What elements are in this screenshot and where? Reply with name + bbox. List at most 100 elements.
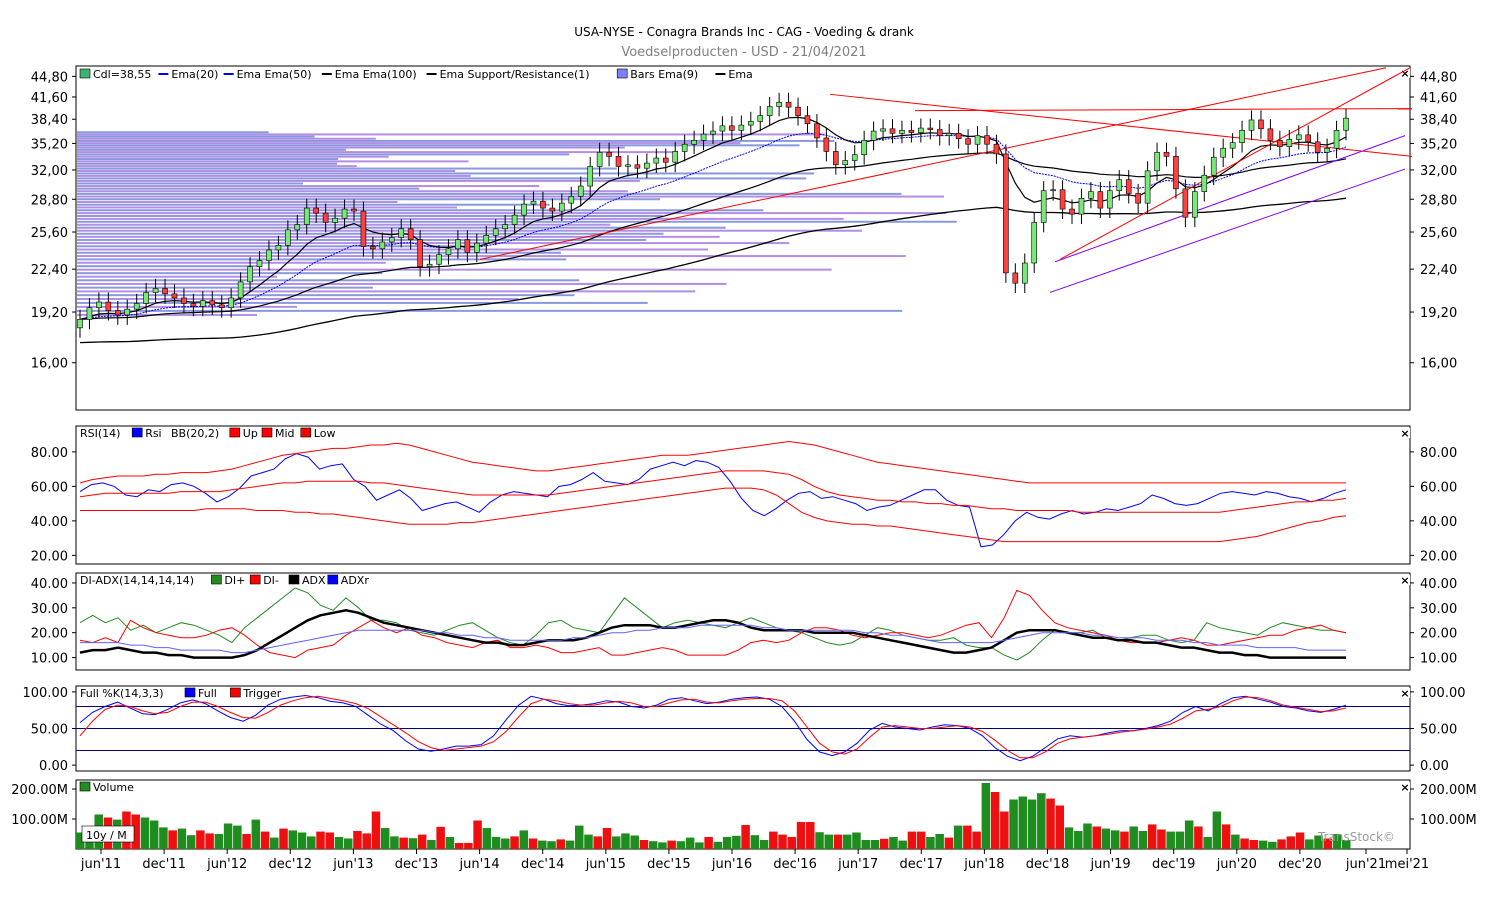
volume-bar (1046, 798, 1055, 849)
candle-body (719, 125, 726, 132)
x-axis-label: dec'18 (1026, 857, 1070, 872)
stoch-legend-swatch (230, 687, 241, 698)
candle-body (1069, 208, 1075, 215)
volume-bar (1332, 834, 1342, 849)
volume-bar (1203, 837, 1212, 849)
candle-body (313, 207, 319, 214)
volume-at-price-bar (77, 242, 790, 245)
volume-at-price-bar (77, 187, 420, 190)
candle-body (984, 135, 990, 145)
volume-bar (251, 819, 261, 849)
candle-body (993, 143, 1000, 155)
volume-bar (806, 822, 815, 849)
volume-bar (501, 838, 510, 849)
candle-body (209, 300, 216, 306)
volume-bar (1342, 840, 1351, 849)
volume-bar (658, 842, 667, 849)
volume-bar (778, 834, 787, 849)
volume-at-price-bar (77, 229, 862, 232)
volume-at-price-bar (77, 261, 386, 264)
candle-body (398, 228, 405, 238)
volume-bar (519, 830, 529, 849)
candle-body (379, 241, 386, 250)
rsi-legend-label: Up (243, 427, 258, 440)
x-axis-label: jun'13 (332, 857, 373, 872)
candle-body (559, 202, 565, 212)
volume-bar (1305, 839, 1314, 849)
rsi-legend-label: BB(20,2) (171, 427, 219, 440)
resistance-line (914, 108, 1413, 112)
candle-body (407, 228, 414, 241)
volume-bar (926, 837, 935, 849)
price-legend-label: Ema Support/Resistance(1) (440, 68, 590, 81)
ema-100-line (79, 197, 1347, 344)
candle-body (228, 297, 234, 309)
x-axis-label: jun'17 (837, 857, 878, 872)
volume-bar (963, 825, 972, 849)
rsi-legend-swatch (300, 427, 312, 438)
stoch-legend-label: Full %K(14,3,3) (80, 687, 164, 700)
volume-at-price-bar (77, 279, 580, 282)
candle-body (870, 130, 877, 141)
volume-bar (454, 843, 464, 849)
candle-body (1201, 174, 1208, 192)
adx-ytick-right-label: 30.00 (1420, 602, 1457, 617)
candle-body (1107, 190, 1113, 209)
candle-body (936, 129, 943, 136)
volume-bar (1055, 805, 1065, 849)
volume-bar (233, 825, 242, 849)
candle-body (738, 124, 745, 131)
candle-body (1239, 130, 1245, 143)
candle-body (1192, 191, 1198, 218)
candle-body (388, 237, 395, 243)
period-tag-box (81, 825, 135, 843)
rsi-legend-swatch (131, 427, 143, 438)
volume-bar (85, 837, 94, 849)
candle-body (200, 300, 206, 307)
candle-body (1267, 128, 1274, 141)
candle-body (1210, 156, 1217, 176)
stoch-close-box (1400, 688, 1410, 698)
candle-body (351, 208, 357, 212)
price-ytick-right-label: 32,00 (1420, 164, 1457, 179)
volume-at-price-bar (77, 158, 339, 161)
volume-bar (1231, 834, 1240, 849)
candle-body (568, 196, 575, 204)
candle-body (332, 217, 338, 223)
candle-body (634, 164, 641, 169)
price-ytick-right-label: 25,60 (1420, 226, 1457, 241)
volume-bar (639, 840, 649, 849)
volume-bar (1277, 839, 1286, 849)
volume-bar (1240, 838, 1249, 849)
candle-body (596, 151, 603, 167)
volume-bar (879, 838, 889, 849)
rsi-ytick-left-label: 40.00 (31, 515, 68, 530)
volume-bar (131, 814, 140, 849)
candle-body (341, 208, 348, 219)
rsi-ytick-right-label: 60.00 (1420, 480, 1457, 495)
volume-bar (1083, 823, 1092, 849)
candle-body (1314, 141, 1321, 153)
candle-body (1277, 139, 1283, 147)
volume-at-price-bar (77, 217, 844, 220)
price-ytick-left-label: 38,40 (31, 113, 68, 128)
volume-ytick-left-label: 200.00M (11, 783, 68, 798)
volume-at-price-bar (77, 309, 903, 312)
rsi-ytick-right-label: 40.00 (1420, 515, 1457, 530)
volume-bar (1166, 831, 1175, 849)
candle-body (1097, 191, 1104, 209)
x-axis-label: jun'21 (1345, 857, 1386, 872)
candle-body (1154, 151, 1160, 172)
volume-bar (76, 832, 85, 849)
volume-bars (76, 783, 1351, 849)
volume-bar (611, 836, 621, 849)
rsi-legend-label: RSI(14) (80, 427, 120, 440)
stoch-ytick-left-label: 50.00 (31, 723, 68, 738)
volume-bar (464, 843, 473, 849)
volume-bar (787, 837, 797, 849)
x-axis-label: mei'21 (1385, 857, 1429, 872)
volume-bar (279, 828, 288, 849)
adx-legend-label: DI- (263, 574, 279, 587)
volume-bar (1129, 826, 1138, 849)
